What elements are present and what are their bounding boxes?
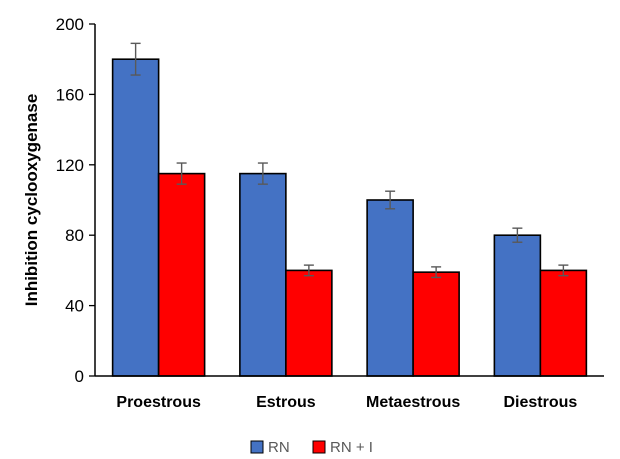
axes (94, 24, 604, 377)
y-axis-ticks: 0 40 80 120 160 200 (56, 15, 95, 386)
bar-rn-proestrous (111, 58, 160, 377)
legend: RN RN + I (250, 439, 373, 456)
bar-rn-i-estrous (285, 269, 333, 377)
bar-rn-i-metaestrous (412, 271, 460, 377)
error-bar (385, 190, 396, 210)
error-bar (431, 266, 442, 279)
legend-item-rn-i: RN + I (312, 439, 373, 456)
legend-swatch (250, 440, 264, 454)
bar-rn-i-proestrous (157, 172, 206, 377)
error-bar (558, 264, 569, 277)
error-bar (176, 162, 187, 185)
error-bar (130, 42, 141, 76)
legend-item-rn: RN (250, 439, 290, 456)
y-tick-label: 120 (56, 156, 84, 175)
y-tick-label: 200 (56, 15, 84, 34)
bar-rn-i-diestrous (539, 269, 588, 377)
bars (111, 58, 588, 377)
error-bars (130, 42, 569, 279)
y-tick-label: 40 (65, 297, 84, 316)
error-bar (303, 264, 314, 277)
y-axis-title: Inhibition cyclooxygenase (22, 94, 41, 307)
error-bar (257, 162, 268, 185)
y-tick-label: 0 (75, 367, 84, 386)
x-tick-label: Estrous (256, 394, 316, 411)
error-bar (512, 227, 523, 243)
x-tick-label: Metaestrous (366, 394, 460, 411)
bar-rn-metaestrous (366, 199, 414, 377)
y-tick-label: 80 (65, 226, 84, 245)
x-tick-label: Proestrous (116, 394, 201, 411)
category-labels: Proestrous Estrous Metaestrous Diestrous (116, 394, 577, 411)
legend-swatch (312, 440, 326, 454)
bar-rn-estrous (239, 172, 287, 377)
legend-label: RN (268, 439, 290, 456)
y-tick-label: 160 (56, 85, 84, 104)
bar-rn-diestrous (493, 234, 542, 377)
x-tick-label: Diestrous (503, 394, 577, 411)
legend-label: RN + I (330, 439, 373, 456)
